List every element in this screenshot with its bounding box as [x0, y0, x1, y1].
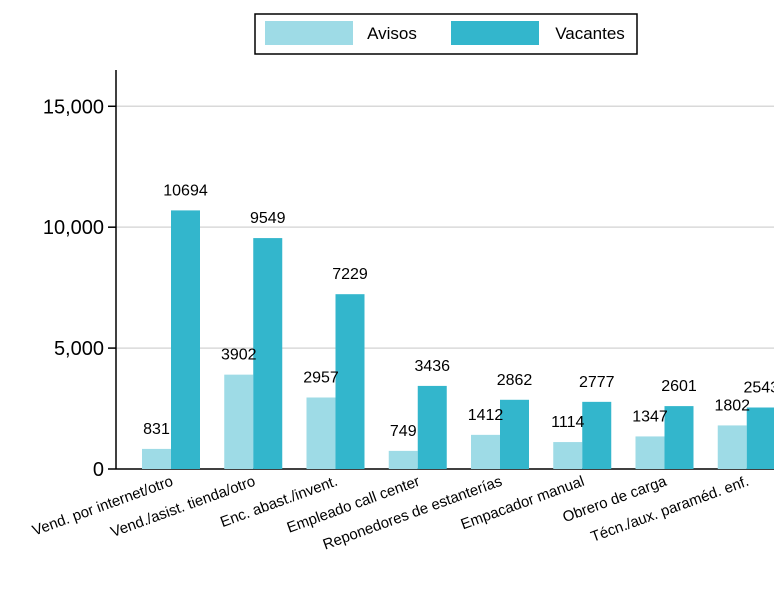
bar-avisos: [717, 425, 747, 469]
bar-avisos: [142, 448, 171, 469]
bar-avisos: [471, 434, 500, 469]
data-label: 2957: [303, 369, 339, 386]
bar-vacantes: [582, 401, 612, 469]
legend-swatch-avisos: [265, 21, 353, 45]
bar-vacantes: [664, 406, 694, 469]
bar-avisos: [553, 442, 583, 469]
bar-avisos: [388, 450, 418, 469]
data-label: 1802: [714, 397, 750, 414]
y-tick-labels: 0 5,000 10,000 15,000: [43, 96, 104, 481]
bar-vacantes: [417, 385, 447, 469]
data-label: 749: [390, 423, 417, 440]
bars: [142, 210, 774, 469]
y-tick-label: 0: [93, 459, 104, 481]
bar-vacantes: [746, 407, 774, 469]
y-tick-label: 5,000: [54, 338, 104, 360]
data-label: 3902: [221, 347, 257, 364]
x-tick-label: Vend./asist. tienda/otro: [108, 473, 257, 541]
bar-vacantes: [500, 399, 529, 469]
legend-label: Vacantes: [555, 24, 625, 43]
bar-avisos: [306, 397, 336, 469]
data-label: 2543: [743, 380, 774, 397]
data-label: 2777: [579, 374, 615, 391]
data-label: 2601: [661, 378, 697, 395]
y-tick-label: 15,000: [43, 96, 104, 118]
data-label: 10694: [163, 182, 208, 199]
data-label: 7229: [332, 266, 368, 283]
data-label: 831: [143, 421, 170, 438]
legend-label: Avisos: [367, 24, 417, 43]
data-label: 1114: [551, 414, 584, 431]
data-label: 3436: [414, 358, 450, 375]
y-tick-label: 10,000: [43, 217, 104, 239]
x-tick-label: Vend. por internet/otro: [30, 473, 175, 540]
bar-vacantes: [253, 238, 283, 469]
data-labels: 831 10694 3902 9549 2957 7229 749 3436 1412 2862 1…: [143, 182, 774, 439]
legend-swatch-vacantes: [451, 21, 539, 45]
bar-vacantes: [171, 210, 200, 469]
legend: Avisos Vacantes: [254, 13, 638, 55]
x-tick-label: Técn./aux. paraméd. enf.: [589, 473, 752, 546]
data-label: 9549: [250, 210, 286, 227]
bar-vacantes: [335, 294, 365, 469]
data-label: 2862: [497, 372, 533, 389]
bar-avisos: [224, 374, 254, 469]
data-label: 1412: [468, 407, 504, 424]
bar-avisos: [635, 436, 665, 469]
grid-lines: [116, 105, 774, 349]
data-label: 1347: [632, 408, 668, 425]
